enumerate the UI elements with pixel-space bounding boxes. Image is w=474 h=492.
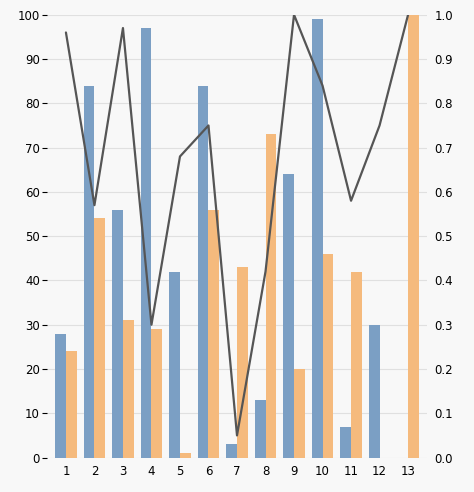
Bar (209, 210, 219, 458)
Bar (198, 86, 209, 458)
Bar (265, 134, 276, 458)
Bar (237, 267, 248, 458)
Bar (169, 272, 180, 458)
Bar (351, 272, 362, 458)
Bar (255, 400, 265, 458)
Bar (322, 254, 333, 458)
Bar (180, 453, 191, 458)
Bar (94, 218, 105, 458)
Bar (141, 28, 152, 458)
Bar (123, 320, 134, 458)
Bar (226, 444, 237, 458)
Bar (294, 369, 305, 458)
Bar (152, 329, 162, 458)
Bar (66, 351, 77, 458)
Bar (369, 325, 380, 458)
Bar (283, 174, 294, 458)
Bar (55, 334, 66, 458)
Bar (112, 210, 123, 458)
Bar (83, 86, 94, 458)
Bar (312, 19, 322, 458)
Bar (340, 427, 351, 458)
Bar (408, 15, 419, 458)
